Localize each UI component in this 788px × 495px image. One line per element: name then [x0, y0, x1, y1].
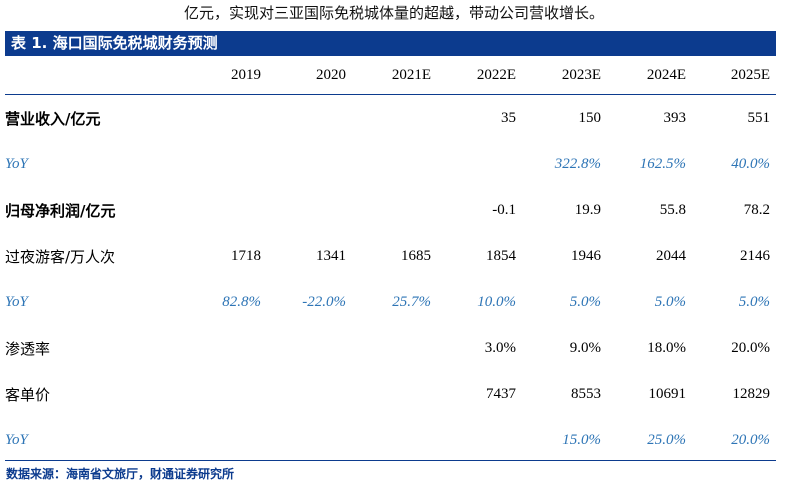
value-cell: 25.7%: [392, 293, 431, 310]
value-cell: 9.0%: [569, 339, 601, 356]
value-cell: [352, 371, 437, 417]
year-header: 2021E: [391, 66, 431, 83]
value-cell: 2146: [740, 247, 770, 264]
value-cell: [352, 417, 437, 463]
value-cell: [352, 325, 437, 371]
value-cell: 82.8%: [222, 293, 261, 310]
intro-text: 亿元，实现对三亚国际免税城体量的超越，带动公司营收增长。: [183, 4, 604, 22]
value-cell: 1854: [486, 247, 516, 264]
value-cell: 162.5%: [639, 155, 686, 172]
value-cell: 15.0%: [562, 431, 601, 448]
value-cell: [185, 95, 267, 142]
value-cell: [185, 417, 267, 463]
table-bottom-rule: [5, 460, 776, 461]
value-cell: [185, 325, 267, 371]
value-cell: [437, 417, 522, 463]
value-cell: 35: [501, 109, 516, 126]
table-row: 过夜游客/万人次 1718 1341 1685 1854 1946 2044 2146: [5, 233, 776, 279]
value-cell: 1685: [401, 247, 431, 264]
table-row: YoY 322.8% 162.5% 40.0%: [5, 141, 776, 187]
row-label: 渗透率: [5, 339, 51, 358]
value-cell: [185, 141, 267, 187]
value-cell: 40.0%: [731, 155, 770, 172]
table-row: YoY 82.8% -22.0% 25.7% 10.0% 5.0% 5.0% 5.0%: [5, 279, 776, 325]
value-cell: [267, 371, 352, 417]
table-title: 表 1. 海口国际免税城财务预测: [5, 31, 776, 56]
value-cell: [185, 371, 267, 417]
year-header: 2020: [316, 66, 346, 83]
value-cell: [267, 95, 352, 142]
value-cell: [437, 141, 522, 187]
value-cell: 20.0%: [731, 339, 770, 356]
value-cell: 10691: [648, 385, 687, 402]
row-label: YoY: [5, 293, 28, 310]
value-cell: 5.0%: [738, 293, 770, 310]
value-cell: 18.0%: [647, 339, 686, 356]
header-row: 2019 2020 2021E 2022E 2023E 2024E 2025E: [5, 56, 776, 95]
header-label-cell: [5, 56, 185, 95]
table-row: 营业收入/亿元 35 150 393 551: [5, 95, 776, 142]
value-cell: 322.8%: [554, 155, 601, 172]
row-label: 过夜游客/万人次: [5, 247, 116, 266]
value-cell: [267, 187, 352, 233]
year-header: 2024E: [646, 66, 686, 83]
value-cell: -22.0%: [302, 293, 346, 310]
value-cell: 2044: [656, 247, 686, 264]
value-cell: 1718: [231, 247, 261, 264]
value-cell: [267, 141, 352, 187]
value-cell: 55.8: [659, 201, 686, 218]
value-cell: [185, 187, 267, 233]
value-cell: 150: [578, 109, 602, 126]
value-cell: 78.2: [743, 201, 770, 218]
value-cell: 1946: [571, 247, 601, 264]
year-header: 2019: [231, 66, 261, 83]
value-cell: [267, 325, 352, 371]
row-label: 营业收入/亿元: [5, 109, 101, 128]
value-cell: [352, 187, 437, 233]
value-cell: -0.1: [492, 201, 516, 218]
value-cell: [352, 141, 437, 187]
value-cell: 25.0%: [647, 431, 686, 448]
value-cell: 10.0%: [477, 293, 516, 310]
table-row: YoY 15.0% 25.0% 20.0%: [5, 417, 776, 463]
table-row: 渗透率 3.0% 9.0% 18.0% 20.0%: [5, 325, 776, 371]
year-header: 2025E: [730, 66, 770, 83]
value-cell: 8553: [571, 385, 601, 402]
table-row: 归母净利润/亿元 -0.1 19.9 55.8 78.2: [5, 187, 776, 233]
value-cell: 5.0%: [654, 293, 686, 310]
value-cell: 1341: [316, 247, 346, 264]
year-header: 2022E: [476, 66, 516, 83]
value-cell: 393: [663, 109, 687, 126]
table-row: 客单价 7437 8553 10691 12829: [5, 371, 776, 417]
value-cell: [352, 95, 437, 142]
row-label: 客单价: [5, 385, 51, 404]
value-cell: 551: [747, 109, 771, 126]
value-cell: 20.0%: [731, 431, 770, 448]
value-cell: 19.9: [574, 201, 601, 218]
row-label: 归母净利润/亿元: [5, 201, 116, 220]
row-label: YoY: [5, 155, 28, 172]
data-source-note: 数据来源：海南省文旅厅，财通证券研究所: [6, 467, 235, 481]
row-label: YoY: [5, 431, 28, 448]
value-cell: 3.0%: [484, 339, 516, 356]
value-cell: 12829: [732, 385, 771, 402]
year-header: 2023E: [561, 66, 601, 83]
value-cell: [267, 417, 352, 463]
value-cell: 5.0%: [569, 293, 601, 310]
value-cell: 7437: [486, 385, 516, 402]
financial-forecast-table: 2019 2020 2021E 2022E 2023E 2024E 2025E …: [5, 56, 776, 463]
